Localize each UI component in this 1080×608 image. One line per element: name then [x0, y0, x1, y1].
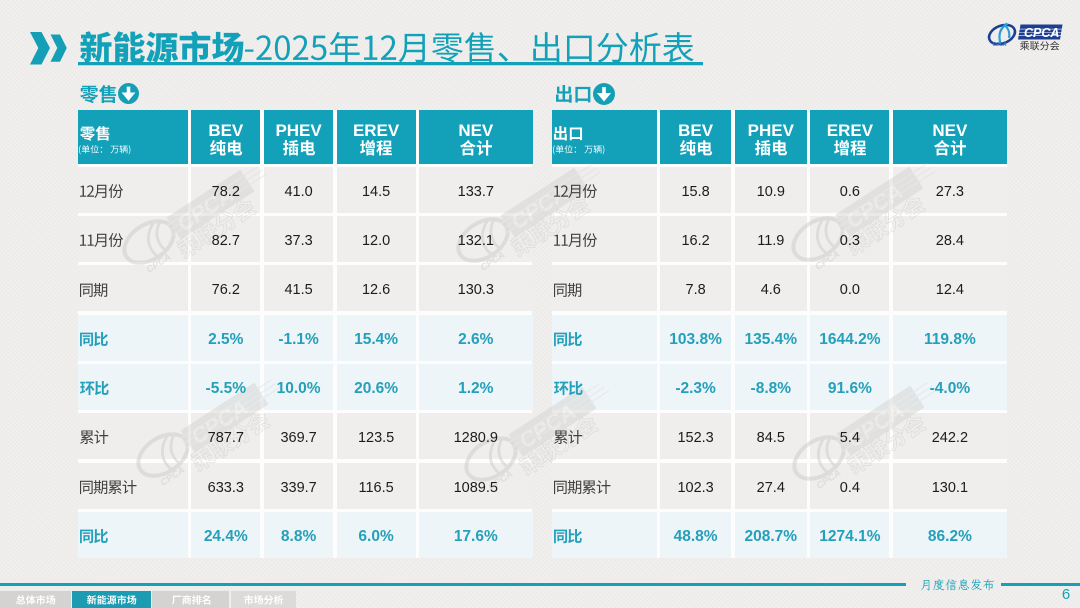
svg-text:CPCA: CPCA — [993, 42, 1008, 48]
svg-text:CPCA: CPCA — [1024, 26, 1059, 40]
